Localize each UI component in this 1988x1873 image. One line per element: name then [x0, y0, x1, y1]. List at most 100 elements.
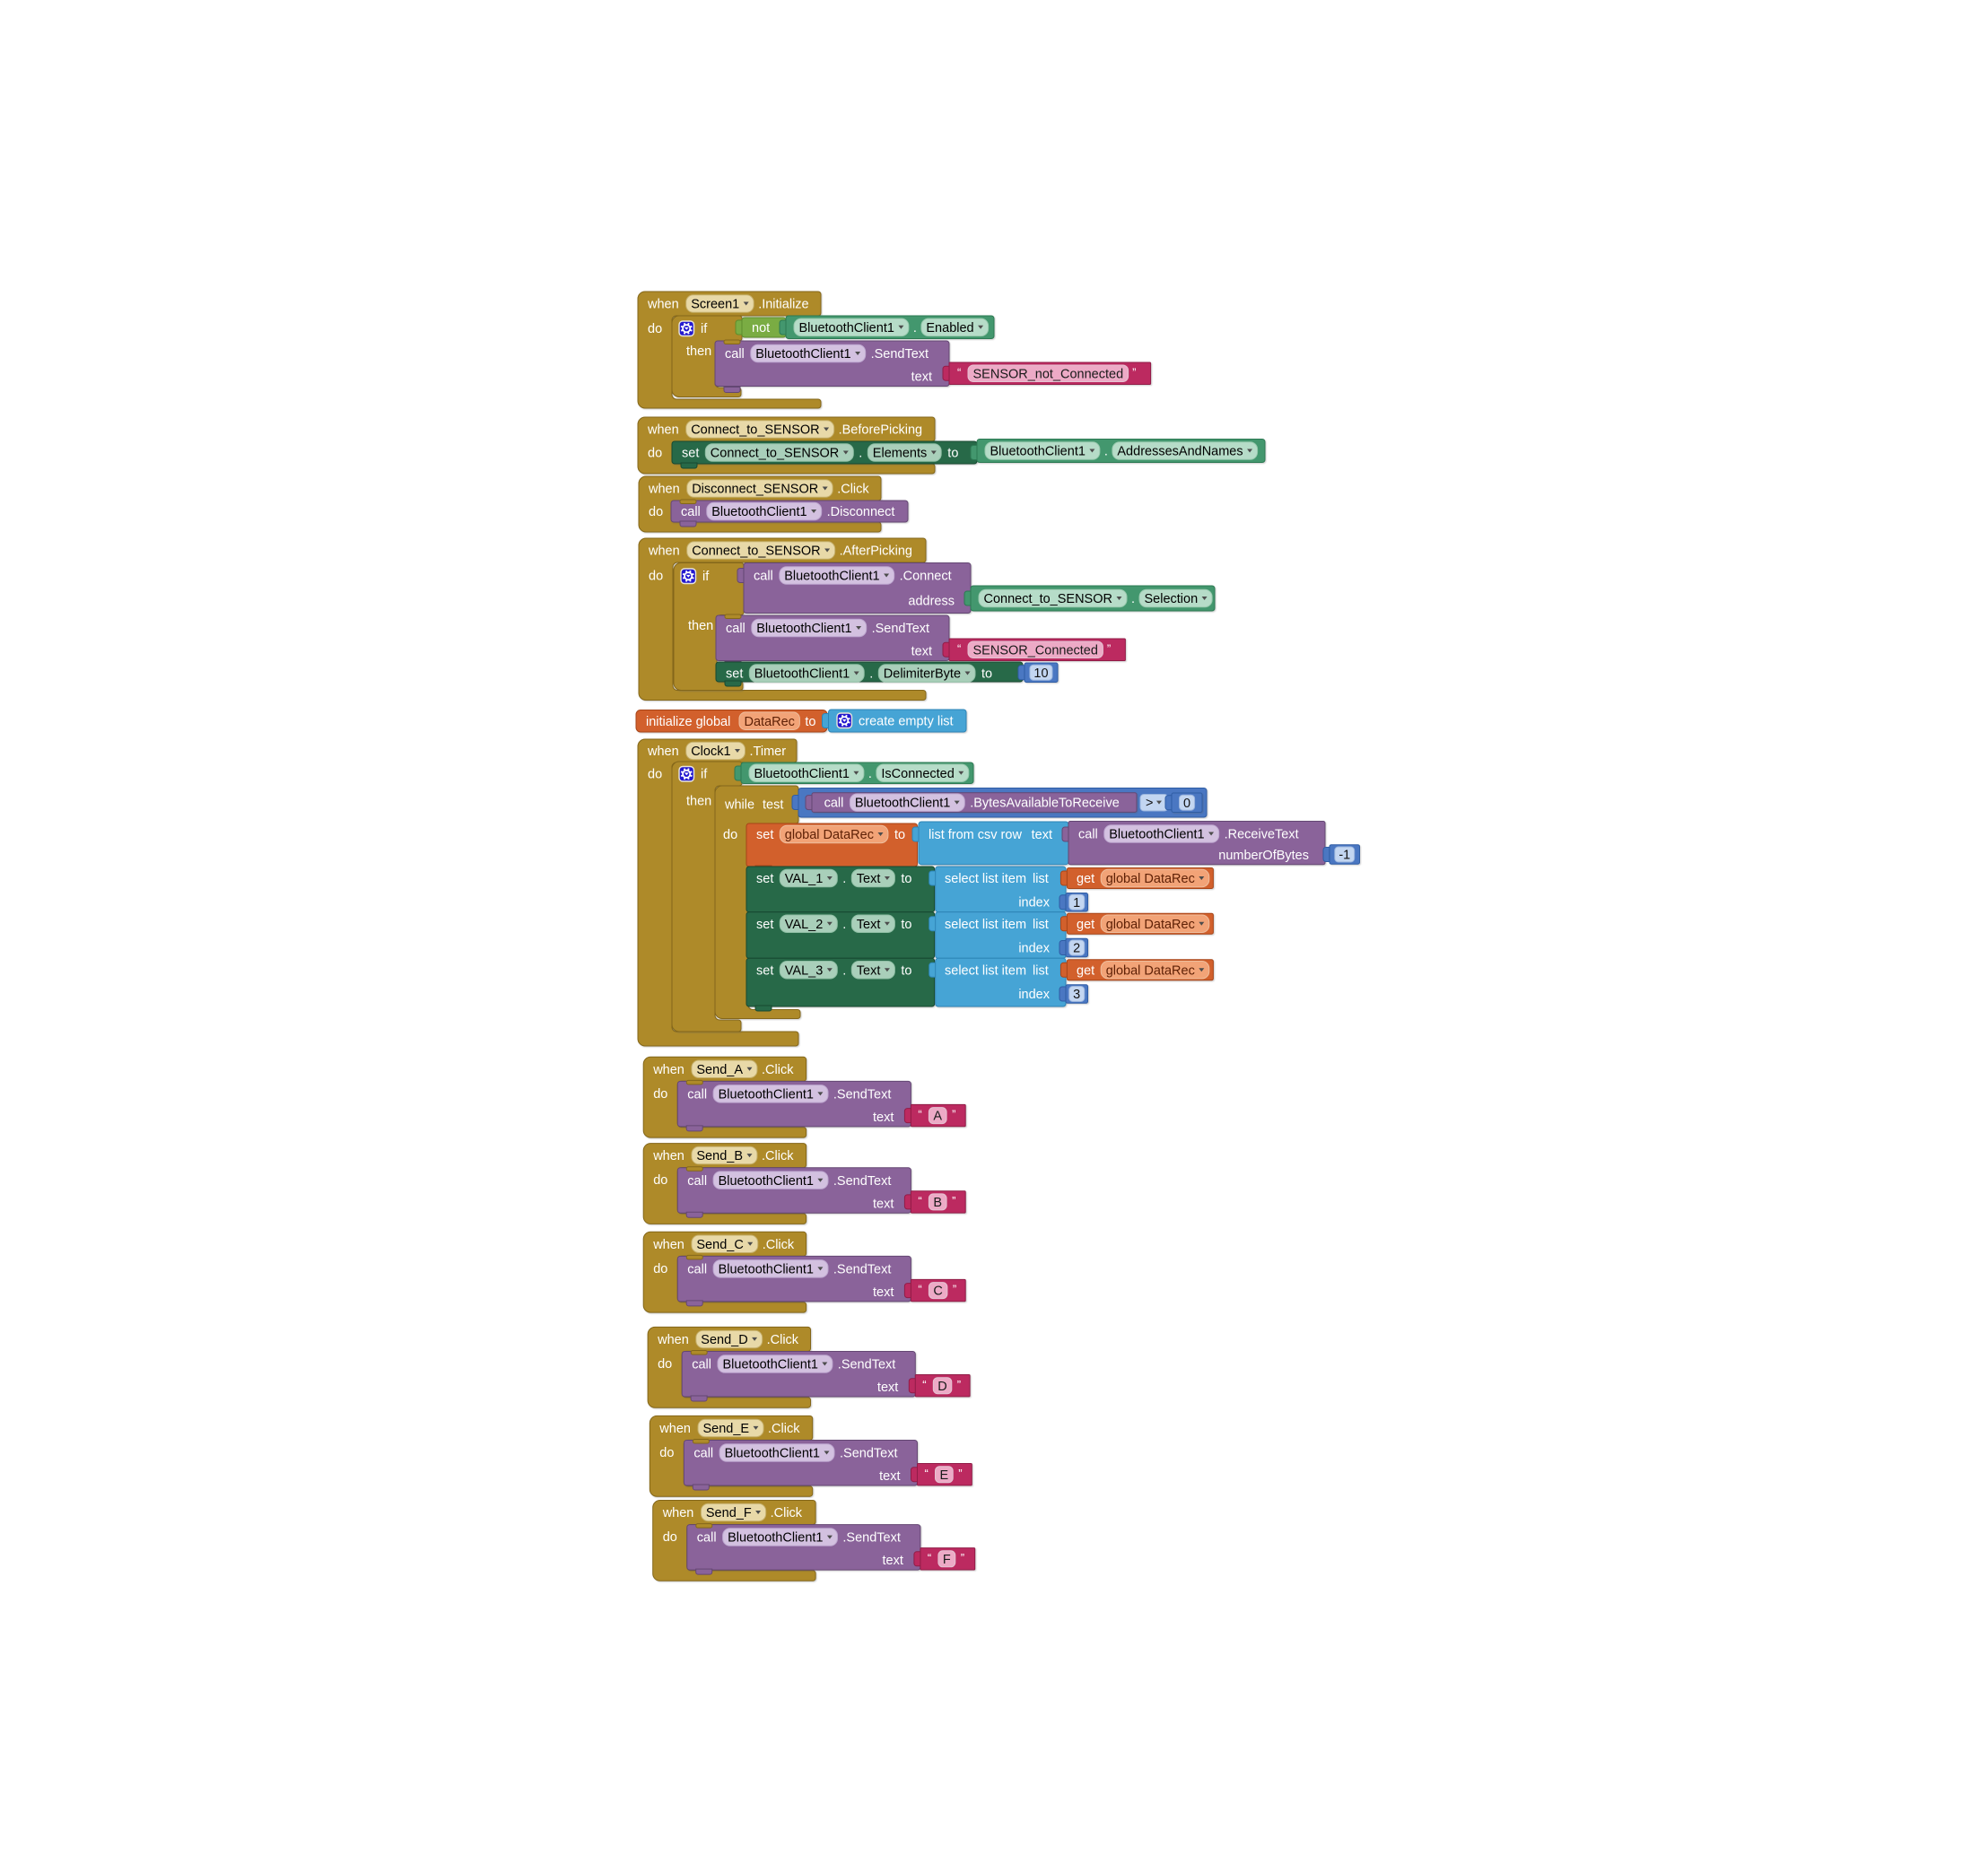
svg-text:call: call [692, 1358, 711, 1372]
svg-text:.BeforePicking: .BeforePicking [839, 423, 923, 438]
svg-text:select list item: select list item [945, 872, 1026, 886]
svg-text:global DataRec: global DataRec [1106, 918, 1195, 932]
svg-text:Send_B: Send_B [696, 1149, 743, 1163]
svg-text:DataRec: DataRec [745, 715, 795, 729]
svg-text:when: when [652, 1063, 684, 1077]
svg-text:when: when [652, 1238, 684, 1252]
svg-text:Text: Text [857, 963, 881, 978]
svg-text:Selection: Selection [1145, 592, 1199, 606]
svg-text:Send_E: Send_E [703, 1422, 750, 1436]
svg-text:then: then [688, 619, 713, 633]
svg-text:BluetoothClient1: BluetoothClient1 [1109, 828, 1204, 842]
svg-text:do: do [648, 447, 662, 461]
svg-text:.: . [868, 767, 872, 781]
svg-text:do: do [649, 505, 663, 519]
svg-text:”: ” [953, 1283, 956, 1296]
svg-text:Text: Text [857, 918, 881, 932]
svg-text:“: “ [957, 641, 961, 655]
svg-text:list from csv row: list from csv row [929, 828, 1022, 842]
svg-text:call: call [1078, 828, 1098, 842]
svg-text:.SendText: .SendText [833, 1174, 892, 1189]
svg-text:BluetoothClient1: BluetoothClient1 [754, 667, 850, 682]
svg-text:”: ” [961, 1551, 964, 1564]
svg-text:.: . [842, 918, 846, 932]
svg-text:Clock1: Clock1 [691, 745, 730, 759]
svg-text:do: do [658, 1357, 672, 1372]
svg-text:then: then [686, 344, 711, 359]
svg-text:Connect_to_SENSOR: Connect_to_SENSOR [692, 544, 820, 559]
svg-text:2: 2 [1073, 942, 1080, 956]
svg-text:set: set [756, 918, 773, 932]
svg-text:Connect_to_SENSOR: Connect_to_SENSOR [691, 423, 819, 438]
svg-text:Screen1: Screen1 [691, 298, 739, 312]
svg-text:Enabled: Enabled [926, 321, 973, 335]
svg-text:select list item: select list item [945, 963, 1026, 978]
svg-text:call: call [687, 1088, 707, 1102]
svg-text:.Click: .Click [763, 1238, 795, 1252]
svg-text:BluetoothClient1: BluetoothClient1 [719, 1174, 814, 1189]
svg-text:call: call [754, 570, 773, 584]
svg-text:BluetoothClient1: BluetoothClient1 [756, 622, 851, 636]
svg-text:.SendText: .SendText [872, 622, 930, 636]
svg-text:call: call [697, 1531, 717, 1546]
svg-text:do: do [648, 322, 662, 336]
svg-text:global DataRec: global DataRec [1106, 872, 1195, 886]
svg-text:to: to [901, 918, 911, 932]
svg-text:.SendText: .SendText [842, 1531, 901, 1546]
svg-text:text: text [879, 1469, 900, 1484]
svg-text:.Click: .Click [768, 1422, 800, 1436]
svg-text:text: text [883, 1554, 903, 1568]
svg-text:text: text [911, 645, 932, 659]
svg-text:Send_D: Send_D [701, 1333, 747, 1347]
svg-text:.AfterPicking: .AfterPicking [840, 544, 912, 559]
svg-text:do: do [663, 1530, 677, 1545]
svg-text:to: to [805, 715, 815, 729]
svg-text:while: while [724, 798, 754, 813]
svg-text:BluetoothClient1: BluetoothClient1 [728, 1531, 823, 1546]
svg-text:Connect_to_SENSOR: Connect_to_SENSOR [711, 447, 839, 461]
svg-text:list: list [1033, 918, 1049, 932]
svg-text:3: 3 [1073, 988, 1080, 1002]
svg-text:when: when [647, 423, 679, 438]
svg-text:.BytesAvailableToReceive: .BytesAvailableToReceive [970, 797, 1120, 811]
svg-text:global DataRec: global DataRec [1106, 963, 1195, 978]
svg-text:global DataRec: global DataRec [785, 828, 874, 842]
svg-text:”: ” [1132, 365, 1136, 379]
svg-text:call: call [725, 347, 745, 362]
svg-text:A: A [933, 1110, 942, 1124]
svg-text:to: to [981, 667, 992, 682]
svg-text:“: “ [957, 365, 961, 379]
svg-text:text: text [877, 1381, 898, 1395]
svg-text:0: 0 [1183, 797, 1190, 811]
svg-text:text: text [911, 370, 932, 385]
svg-text:Send_A: Send_A [696, 1063, 743, 1077]
svg-text:D: D [937, 1380, 946, 1394]
svg-text:when: when [652, 1149, 684, 1163]
svg-text:BluetoothClient1: BluetoothClient1 [754, 767, 850, 781]
svg-text:when: when [648, 483, 680, 497]
svg-text:address: address [908, 595, 955, 609]
svg-text:get: get [1077, 963, 1094, 978]
svg-text:index: index [1018, 988, 1050, 1002]
svg-text:.Timer: .Timer [750, 745, 787, 759]
svg-text:BluetoothClient1: BluetoothClient1 [725, 1447, 820, 1461]
svg-text:.Initialize: .Initialize [758, 298, 808, 312]
svg-text:to: to [894, 828, 905, 842]
svg-text:“: “ [922, 1378, 926, 1391]
svg-text:.Click: .Click [771, 1506, 803, 1520]
svg-text:“: “ [918, 1108, 921, 1121]
svg-text:text: text [873, 1197, 894, 1211]
svg-text:test: test [763, 798, 783, 813]
svg-text:BluetoothClient1: BluetoothClient1 [723, 1358, 818, 1372]
svg-text:set: set [726, 667, 743, 682]
svg-text:“: “ [928, 1551, 931, 1564]
svg-text:>: > [1146, 797, 1153, 811]
svg-text:1: 1 [1073, 896, 1080, 910]
svg-text:BluetoothClient1: BluetoothClient1 [719, 1263, 814, 1277]
svg-text:VAL_1: VAL_1 [785, 872, 823, 886]
svg-text:.Connect: .Connect [900, 570, 952, 584]
svg-text:call: call [726, 622, 746, 636]
svg-text:BluetoothClient1: BluetoothClient1 [755, 347, 850, 362]
svg-text:do: do [723, 828, 737, 842]
svg-text:BluetoothClient1: BluetoothClient1 [990, 445, 1086, 459]
